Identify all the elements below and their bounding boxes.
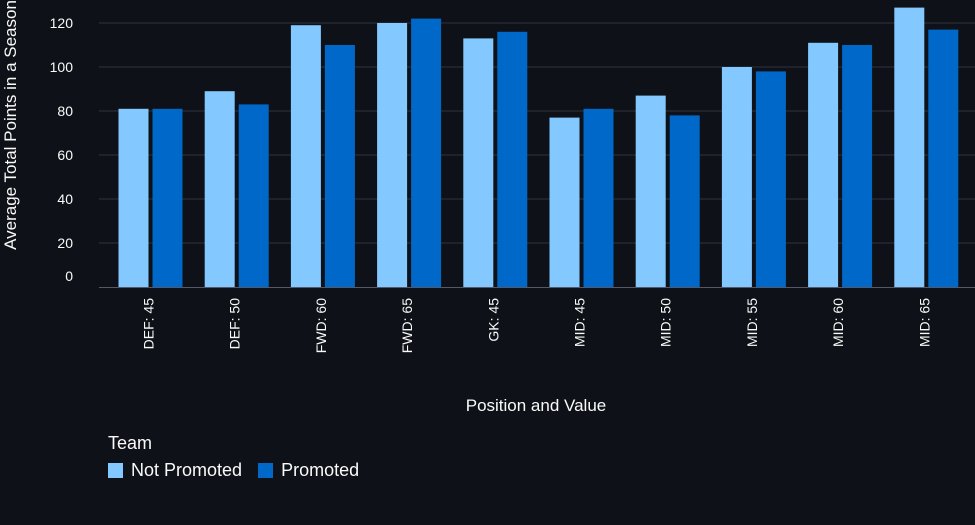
bar-promoted-2[interactable] (324, 45, 355, 287)
bar-promoted-4[interactable] (497, 31, 528, 287)
bar-not-promoted-0[interactable] (118, 108, 149, 287)
y-tick-label: 120 (50, 15, 74, 31)
y-axis-ticks: 0 20 40 60 80 100 120 (50, 15, 74, 284)
legend-label-not-promoted: Not Promoted (131, 460, 243, 480)
bar-promoted-5[interactable] (583, 108, 614, 287)
x-axis-title: Position and Value (466, 396, 607, 415)
legend-swatch-not-promoted (108, 463, 123, 478)
bar-not-promoted-8[interactable] (808, 42, 839, 287)
bar-promoted-0[interactable] (152, 108, 183, 287)
bar-not-promoted-5[interactable] (549, 117, 580, 287)
legend-item-not-promoted[interactable]: Not Promoted (108, 460, 242, 481)
x-tick-label: GK: 45 (485, 298, 501, 342)
x-tick-label: FWD: 65 (399, 298, 415, 353)
bar-not-promoted-4[interactable] (463, 38, 494, 288)
bar-promoted-3[interactable] (411, 18, 442, 287)
x-tick-label: DEF: 50 (227, 298, 243, 350)
y-tick-label: 40 (57, 191, 73, 207)
y-tick-label: 80 (57, 103, 73, 119)
legend: Team Not Promoted Promoted (108, 433, 359, 481)
legend-label-promoted: Promoted (281, 460, 360, 480)
x-tick-label: DEF: 45 (141, 298, 157, 350)
bar-chart: 0 20 40 60 80 100 120 DEF: 45 DEF: 50 FWD: 60 FWD… (1, 0, 975, 415)
y-tick-label: 60 (57, 147, 73, 163)
legend-swatch-promoted (258, 463, 274, 478)
bar-not-promoted-6[interactable] (635, 95, 666, 287)
x-tick-label: MID: 65 (916, 298, 932, 347)
y-tick-label: 20 (57, 235, 73, 251)
y-tick-label: 100 (50, 59, 74, 75)
bar-promoted-9[interactable] (928, 29, 959, 287)
y-axis-title: Average Total Points in a Season (1, 0, 20, 250)
x-tick-label: MID: 55 (744, 298, 760, 347)
bar-not-promoted-7[interactable] (721, 67, 752, 287)
bar-not-promoted-3[interactable] (377, 23, 408, 287)
bar-promoted-7[interactable] (755, 71, 786, 288)
x-tick-label: FWD: 60 (313, 298, 329, 353)
x-tick-label: MID: 45 (572, 298, 588, 347)
bars (118, 7, 959, 288)
y-tick-label: 0 (65, 268, 73, 284)
legend-title: Team (108, 433, 153, 453)
bar-promoted-6[interactable] (669, 115, 700, 288)
bar-promoted-8[interactable] (842, 45, 873, 287)
x-tick-label: MID: 60 (830, 298, 846, 347)
bar-not-promoted-9[interactable] (894, 7, 925, 287)
x-axis-ticks: DEF: 45 DEF: 50 FWD: 60 FWD: 65 GK: 45 MID: 4… (141, 298, 933, 353)
bar-not-promoted-1[interactable] (204, 91, 235, 287)
bar-not-promoted-2[interactable] (290, 25, 321, 287)
bar-promoted-1[interactable] (238, 104, 269, 288)
legend-items: Not Promoted Promoted (108, 460, 359, 481)
legend-item-promoted[interactable]: Promoted (258, 460, 359, 481)
x-tick-label: MID: 50 (658, 298, 674, 347)
